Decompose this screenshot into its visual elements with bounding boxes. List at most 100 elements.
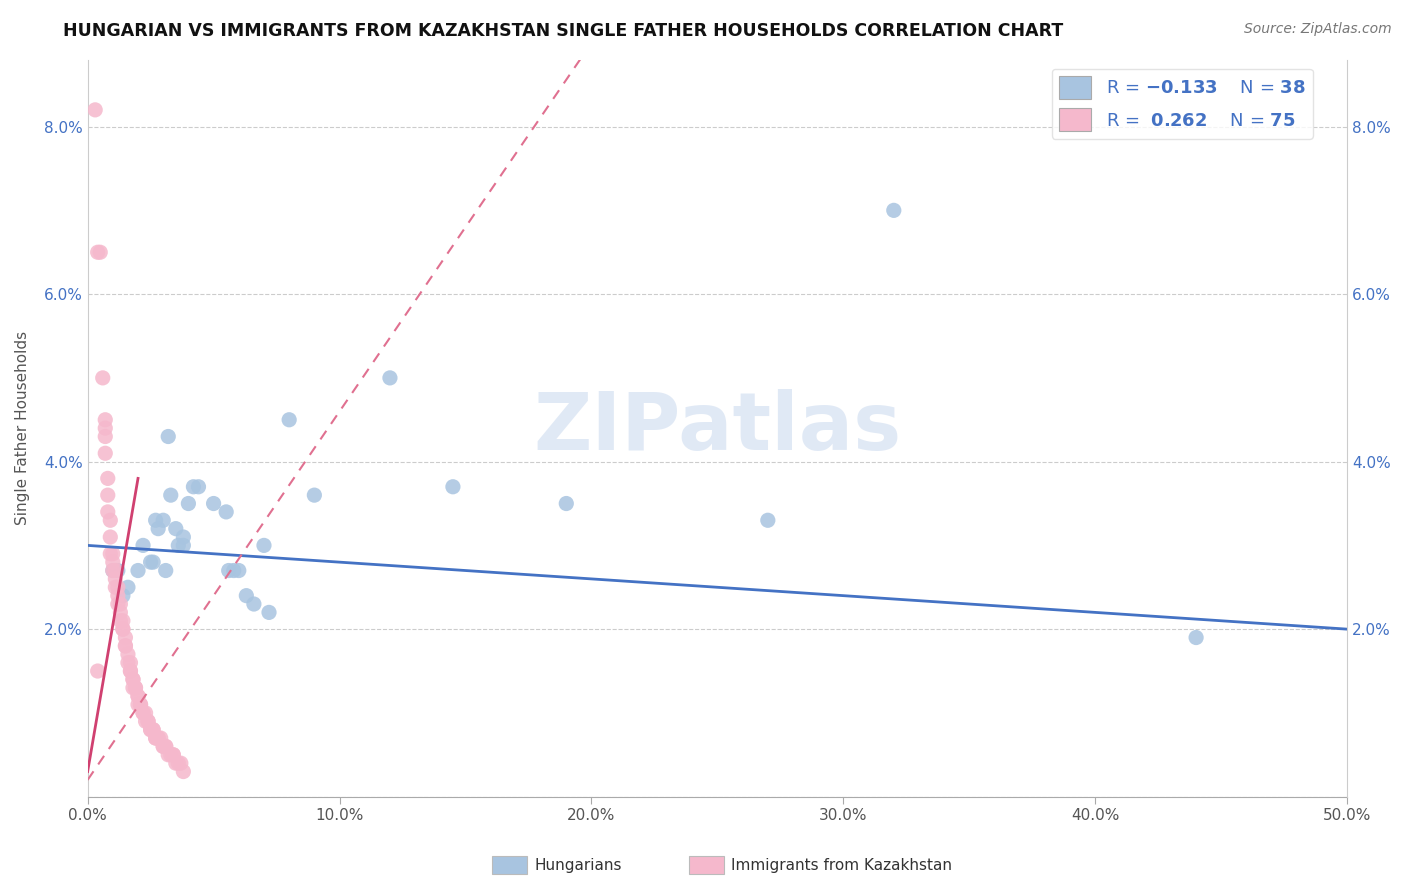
- Point: [165, 756, 187, 771]
- Point: [172, 530, 194, 544]
- Point: [146, 731, 169, 745]
- Point: [84, 103, 107, 117]
- Point: [101, 547, 124, 561]
- Point: [139, 723, 162, 737]
- Point: [132, 538, 155, 552]
- Point: [122, 673, 145, 687]
- Point: [120, 664, 142, 678]
- Point: [304, 488, 326, 502]
- Point: [111, 622, 134, 636]
- Point: [155, 739, 177, 754]
- Point: [187, 480, 209, 494]
- Point: [111, 622, 134, 636]
- Point: [117, 648, 139, 662]
- Point: [129, 698, 152, 712]
- Point: [152, 739, 174, 754]
- Point: [124, 681, 146, 695]
- Point: [142, 723, 165, 737]
- Point: [149, 731, 172, 745]
- Point: [142, 723, 165, 737]
- Point: [222, 564, 245, 578]
- Point: [86, 245, 108, 260]
- Point: [107, 597, 129, 611]
- Point: [127, 689, 149, 703]
- Point: [135, 714, 157, 729]
- Point: [378, 371, 401, 385]
- Point: [94, 446, 117, 460]
- Point: [104, 572, 127, 586]
- Point: [135, 706, 157, 720]
- Point: [117, 656, 139, 670]
- Point: [114, 631, 136, 645]
- Point: [157, 747, 180, 762]
- Point: [98, 547, 121, 561]
- Point: [124, 681, 146, 695]
- Point: [97, 471, 120, 485]
- Point: [94, 421, 117, 435]
- Y-axis label: Single Father Households: Single Father Households: [15, 331, 30, 525]
- Point: [155, 739, 177, 754]
- Point: [172, 538, 194, 552]
- Point: [129, 698, 152, 712]
- Point: [122, 673, 145, 687]
- Point: [132, 706, 155, 720]
- Point: [145, 513, 167, 527]
- Point: [167, 756, 190, 771]
- Point: [101, 555, 124, 569]
- Point: [101, 564, 124, 578]
- Point: [756, 513, 779, 527]
- Point: [162, 747, 184, 762]
- Point: [107, 589, 129, 603]
- Point: [278, 413, 301, 427]
- Point: [98, 513, 121, 527]
- Point: [117, 580, 139, 594]
- Point: [120, 656, 142, 670]
- Point: [111, 614, 134, 628]
- Point: [162, 747, 184, 762]
- Point: [228, 564, 250, 578]
- Legend: R = $\mathbf{-0.133}$    N = $\mathbf{38}$, R =  $\mathbf{0.262}$    N = $\mathb: R = $\mathbf{-0.133}$ N = $\mathbf{38}$,…: [1052, 69, 1313, 138]
- Text: ZIPatlas: ZIPatlas: [533, 389, 901, 467]
- Point: [136, 714, 159, 729]
- Point: [152, 513, 174, 527]
- Point: [97, 488, 120, 502]
- Point: [159, 488, 181, 502]
- Point: [98, 530, 121, 544]
- Point: [139, 555, 162, 569]
- Point: [132, 706, 155, 720]
- Point: [136, 714, 159, 729]
- Point: [110, 597, 132, 611]
- Point: [243, 597, 266, 611]
- Point: [94, 429, 117, 443]
- Point: [145, 731, 167, 745]
- Point: [94, 413, 117, 427]
- Point: [107, 580, 129, 594]
- Point: [202, 496, 225, 510]
- Text: Immigrants from Kazakhstan: Immigrants from Kazakhstan: [731, 858, 952, 872]
- Point: [107, 564, 129, 578]
- Point: [155, 564, 177, 578]
- Point: [146, 731, 169, 745]
- Point: [159, 747, 181, 762]
- Point: [89, 245, 111, 260]
- Point: [145, 731, 167, 745]
- Point: [157, 429, 180, 443]
- Point: [146, 522, 169, 536]
- Point: [127, 564, 149, 578]
- Point: [165, 522, 187, 536]
- Point: [218, 564, 240, 578]
- Point: [127, 689, 149, 703]
- Point: [110, 614, 132, 628]
- Point: [235, 589, 257, 603]
- Point: [152, 739, 174, 754]
- Point: [114, 639, 136, 653]
- Point: [110, 606, 132, 620]
- Point: [139, 723, 162, 737]
- Text: Source: ZipAtlas.com: Source: ZipAtlas.com: [1244, 22, 1392, 37]
- Point: [253, 538, 276, 552]
- Point: [257, 606, 280, 620]
- Point: [215, 505, 238, 519]
- Point: [120, 664, 142, 678]
- Point: [86, 664, 108, 678]
- Point: [142, 555, 165, 569]
